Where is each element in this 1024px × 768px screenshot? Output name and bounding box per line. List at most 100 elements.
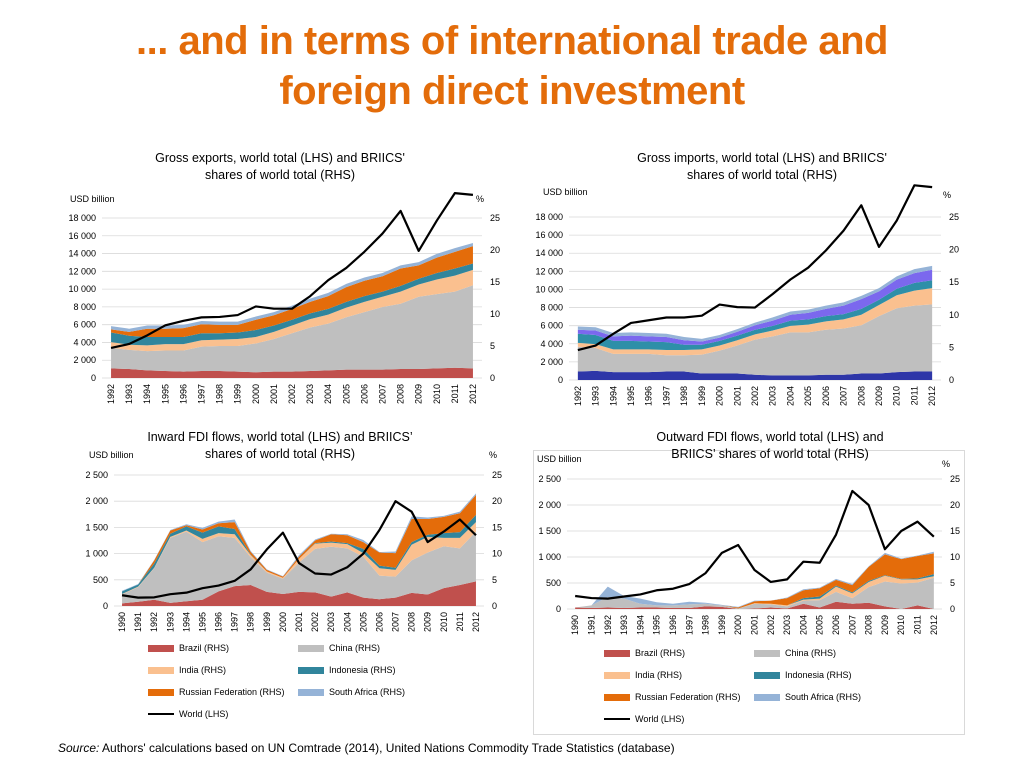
x-tick-label: 1994 (142, 384, 152, 404)
right-tick-label: 25 (492, 470, 502, 480)
legend-item-indonesia: Indonesia (RHS) (754, 670, 852, 680)
left-tick-label: 12 000 (535, 266, 563, 276)
x-tick-label: 1995 (160, 384, 170, 404)
area-indonesia (111, 263, 473, 346)
x-tick-label: 1999 (233, 384, 243, 404)
x-tick-label: 1993 (165, 612, 175, 632)
x-tick-label: 1997 (684, 615, 694, 635)
x-tick-label: 2008 (864, 615, 874, 635)
x-tick-label: 2000 (733, 615, 743, 635)
left-tick-label: 2 000 (538, 500, 561, 510)
x-tick-label: 2012 (927, 386, 937, 406)
x-tick-label: 2000 (278, 612, 288, 632)
legend-swatch-russian-federation (604, 693, 630, 701)
right-tick-label: 15 (490, 277, 500, 287)
outward-fdi-chart-title: Outward FDI flows, world total (LHS) and… (590, 429, 950, 463)
outward_fdi-right-ticks: 0 5 10 15 20 25 (950, 474, 960, 614)
area-china (577, 304, 933, 376)
source-label: Source: (58, 741, 100, 755)
x-tick-label: 2003 (326, 612, 336, 632)
inward-fdi-title-line2: shares of world total (RHS) (204, 447, 356, 461)
legend-label: China (RHS) (329, 643, 381, 653)
legend-label: South Africa (RHS) (785, 692, 862, 702)
legend-swatch-south-africa (298, 688, 324, 696)
left-tick-label: 14 000 (68, 249, 96, 259)
left-tick-label: 0 (558, 375, 563, 385)
x-tick-label: 1996 (668, 615, 678, 635)
x-tick-label: 2003 (782, 615, 792, 635)
x-tick-label: 1999 (717, 615, 727, 635)
x-tick-label: 2004 (323, 384, 333, 404)
x-tick-label: 2012 (929, 615, 939, 635)
outward_fdi-areas (575, 551, 934, 609)
slide-title-line2: foreign direct investment (279, 69, 745, 113)
x-tick-label: 1992 (603, 615, 613, 635)
right-tick-label: 15 (949, 277, 959, 287)
legend-item-south-africa: South Africa (RHS) (298, 687, 405, 697)
x-tick-label: 1992 (106, 384, 116, 404)
x-tick-label: 2012 (468, 384, 478, 404)
x-tick-label: 2001 (269, 384, 279, 404)
right-tick-label: 20 (492, 496, 502, 506)
inward-fdi-chart-title: Inward FDI flows, world total (LHS) and … (100, 429, 460, 463)
legend-swatch-south-africa (754, 693, 780, 701)
x-tick-label: 1991 (586, 615, 596, 635)
x-tick-label: 2002 (287, 384, 297, 404)
x-tick-label: 1992 (573, 386, 583, 406)
outward-fdi-left-unit: USD billion (537, 454, 582, 464)
x-tick-label: 2011 (913, 615, 923, 634)
imports-chart: 0 2 000 4 000 6 000 8 000 10 000 12 000 14 000 1… (535, 184, 989, 414)
x-tick-label: 1993 (124, 384, 134, 404)
left-tick-label: 2 500 (85, 470, 108, 480)
area-russian-federation (575, 553, 934, 609)
x-tick-label: 2005 (358, 612, 368, 632)
area-china (122, 531, 476, 604)
inward_fdi-x-ticks: 1990 1991 1992 1993 1994 1995 1996 1997 1998 1999… (117, 612, 481, 632)
x-tick-label: 2005 (341, 384, 351, 404)
exports-title-line2: shares of world total (RHS) (204, 168, 356, 182)
legend-label: Brazil (RHS) (635, 648, 686, 658)
imports-title-line2: shares of world total (RHS) (686, 168, 838, 182)
left-tick-label: 8 000 (73, 302, 96, 312)
right-tick-label: 10 (492, 549, 502, 559)
right-tick-label: 5 (949, 342, 954, 352)
x-tick-label: 2002 (750, 386, 760, 406)
legend-item-brazil: Brazil (RHS) (604, 648, 685, 658)
x-tick-label: 2005 (803, 386, 813, 406)
outward_fdi-left-ticks: 0 500 1 000 1 500 2 000 2 500 (538, 474, 561, 614)
x-tick-label: 1996 (214, 612, 224, 632)
x-tick-label: 1998 (215, 384, 225, 404)
exports-right-ticks: 0 5 10 15 20 25 (490, 213, 500, 383)
x-tick-label: 1994 (635, 615, 645, 635)
legend-item-russian-federation: Russian Federation (RHS) (604, 692, 741, 702)
right-tick-label: 5 (492, 575, 497, 585)
legend-swatch-china (298, 644, 324, 652)
legend-swatch-india (148, 666, 174, 674)
right-tick-label: 25 (950, 474, 960, 484)
right-tick-label: 20 (490, 245, 500, 255)
left-tick-label: 0 (556, 604, 561, 614)
exports-chart: 0 2 000 4 000 6 000 8 000 10 000 12 000 14 000 1… (68, 192, 530, 412)
slide-title: ... and in terms of international trade … (0, 16, 1024, 116)
x-tick-label: 2004 (342, 612, 352, 632)
left-tick-label: 16 000 (68, 231, 96, 241)
legend-label: China (RHS) (785, 648, 837, 658)
x-tick-label: 2000 (715, 386, 725, 406)
x-tick-label: 1996 (178, 384, 188, 404)
right-tick-label: 0 (492, 601, 497, 611)
right-tick-label: 25 (490, 213, 500, 223)
x-tick-label: 2011 (455, 612, 465, 631)
legend-swatch-india (604, 671, 630, 679)
x-tick-label: 2000 (251, 384, 261, 404)
legend-label: Brazil (RHS) (179, 643, 230, 653)
left-tick-label: 1 000 (85, 549, 108, 559)
x-tick-label: 2008 (396, 384, 406, 404)
outward-fdi-frame (533, 450, 965, 735)
x-tick-label: 2006 (831, 615, 841, 635)
legend-item-russian-federation: Russian Federation (RHS) (148, 687, 285, 697)
area-indonesia (122, 514, 476, 594)
left-tick-label: 4 000 (540, 339, 563, 349)
x-tick-label: 2011 (450, 384, 460, 403)
right-tick-label: 0 (490, 373, 495, 383)
area-brazil (575, 601, 934, 609)
